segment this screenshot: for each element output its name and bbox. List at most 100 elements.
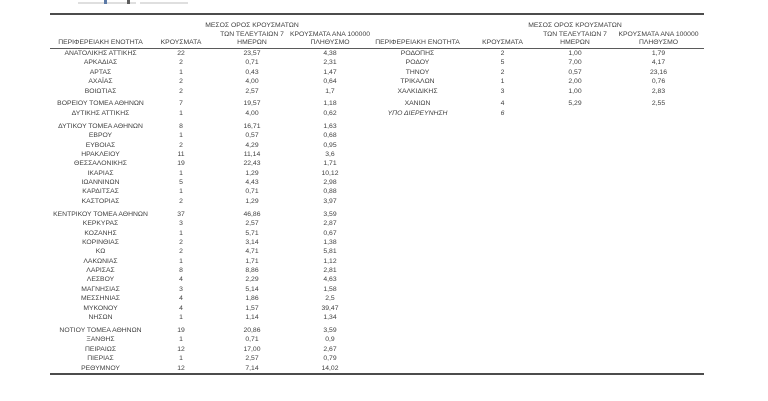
per100k-value: 2,31 xyxy=(323,59,337,67)
region-name: ΒΟΙΩΤΙΑΣ xyxy=(84,87,117,95)
table-row: ΛΑΚΩΝΙΑΣ 1 1,71 1,12 xyxy=(50,257,367,266)
header-per100k-line1: ΚΡΟΥΣΜΑΤΑ ΑΝΑ 100000 xyxy=(618,30,699,38)
table-right-half: ΡΟΔΟΠΗΣ 2 1,00 1,79 ΡΟΔΟΥ 5 7,00 4,17 ΤΗ… xyxy=(367,49,704,373)
region-name: ΙΚΑΡΙΑΣ xyxy=(87,169,114,177)
avg7-value: 0,71 xyxy=(245,336,259,344)
per100k-value: 39,47 xyxy=(321,304,339,312)
avg7-value: 2,57 xyxy=(245,87,259,95)
cases-value: 1 xyxy=(179,188,183,196)
avg7-value: 0,71 xyxy=(245,59,259,67)
cases-value: 2 xyxy=(179,141,183,149)
header-region: ΠΕΡΙΦΕΡΕΙΑΚΗ ΕΝΟΤΗΤΑ xyxy=(50,15,151,48)
table-row: ΒΟΡΕΙΟΥ ΤΟΜΕΑ ΑΘΗΝΩΝ 7 19,57 1,18 xyxy=(50,99,367,108)
header-avg7-line2: ΤΩΝ ΤΕΛΕΥΤΑΙΩΝ 7 xyxy=(220,30,284,38)
cases-value: 5 xyxy=(500,59,505,67)
per100k-value: 4,38 xyxy=(323,50,337,57)
cropped-text-remnant xyxy=(104,0,107,4)
table-row: ΡΟΔΟΠΗΣ 2 1,00 1,79 xyxy=(367,49,704,58)
avg7-value: 4,71 xyxy=(245,248,259,256)
cases-value: 1 xyxy=(179,229,183,237)
avg7-value: 2,29 xyxy=(245,276,259,284)
avg7-value: 2,57 xyxy=(245,220,259,228)
region-name: ΛΑΚΩΝΙΑΣ xyxy=(83,257,118,265)
avg7-value: 7,00 xyxy=(568,59,582,67)
cases-value: 2 xyxy=(179,59,183,67)
cases-value: 5 xyxy=(179,179,183,187)
cases-value: 1 xyxy=(179,132,183,140)
avg7-value: 46,86 xyxy=(243,210,261,218)
per100k-value: 1,34 xyxy=(323,314,337,322)
cases-value: 2 xyxy=(179,78,183,86)
region-name: ΧΑΛΚΙΔΙΚΗΣ xyxy=(397,87,438,95)
cases-value: 4 xyxy=(179,276,183,284)
table-row: ΛΕΣΒΟΥ 4 2,29 4,63 xyxy=(50,275,367,284)
per100k-value: 0,79 xyxy=(323,355,337,363)
table-row: ΑΧΑΪΑΣ 2 4,00 0,64 xyxy=(50,77,367,86)
avg7-value: 23,57 xyxy=(243,50,261,57)
table-row: ΕΥΒΟΙΑΣ 2 4,29 0,95 xyxy=(50,141,367,150)
region-name: ΜΕΣΣΗΝΙΑΣ xyxy=(80,295,121,303)
header-region-label: ΠΕΡΙΦΕΡΕΙΑΚΗ ΕΝΟΤΗΤΑ xyxy=(375,38,460,46)
table-row: ΝΟΤΙΟΥ ΤΟΜΕΑ ΑΘΗΝΩΝ 19 20,86 3,59 xyxy=(50,326,367,335)
table-row: ΔΥΤΙΚΗΣ ΑΤΤΙΚΗΣ 1 4,00 0,62 xyxy=(50,109,367,118)
cropped-text-remnant xyxy=(78,2,136,4)
table-row: ΝΗΣΩΝ 1 1,14 1,34 xyxy=(50,313,367,322)
table-row: ΠΙΕΡΙΑΣ 1 2,57 0,79 xyxy=(50,354,367,363)
table-row: ΘΕΣΣΑΛΟΝΙΚΗΣ 19 22,43 1,71 xyxy=(50,159,367,168)
table-header-row: ΠΕΡΙΦΕΡΕΙΑΚΗ ΕΝΟΤΗΤΑ ΚΡΟΥΣΜΑΤΑ ΜΕΣΟΣ ΟΡΟ… xyxy=(50,15,704,49)
cases-value: 1 xyxy=(500,78,505,86)
header-avg7-line3: ΗΜΕΡΩΝ xyxy=(237,38,267,46)
cases-value: 7 xyxy=(179,100,183,108)
per100k-value: 4,63 xyxy=(323,276,337,284)
cases-value: 1 xyxy=(179,169,183,177)
header-avg7-line1: ΜΕΣΟΣ ΟΡΟΣ ΚΡΟΥΣΜΑΤΩΝ xyxy=(528,22,622,30)
table-row: ΚΩ 2 4,71 5,81 xyxy=(50,247,367,256)
avg7-value: 0,57 xyxy=(568,68,582,76)
per100k-value: 2,67 xyxy=(323,345,337,353)
cases-value: 12 xyxy=(177,345,185,353)
avg7-value: 1,00 xyxy=(568,87,582,95)
region-name: ΡΟΔΟΠΗΣ xyxy=(400,50,435,57)
avg7-value: 0,43 xyxy=(245,68,259,76)
table-row: ΡΟΔΟΥ 5 7,00 4,17 xyxy=(367,58,704,67)
avg7-value: 2,00 xyxy=(568,78,582,86)
header-per100k: ΚΡΟΥΣΜΑΤΑ ΑΝΑ 100000 ΠΛΗΘΥΣΜΟ xyxy=(613,15,704,48)
region-name: ΑΝΑΤΟΛΙΚΗΣ ΑΤΤΙΚΗΣ xyxy=(64,50,137,57)
table-left-half: ΑΝΑΤΟΛΙΚΗΣ ΑΤΤΙΚΗΣ 22 23,57 4,38 ΑΡΚΑΔΙΑ… xyxy=(50,49,367,373)
region-name: ΧΑΝΙΩΝ xyxy=(404,100,431,108)
table-row: ΑΡΚΑΔΙΑΣ 2 0,71 2,31 xyxy=(50,58,367,67)
header-cases: ΚΡΟΥΣΜΑΤΑ xyxy=(468,15,537,48)
avg7-value: 5,71 xyxy=(245,229,259,237)
region-name: ΡΕΘΥΜΝΟΥ xyxy=(81,364,120,372)
avg7-value: 8,86 xyxy=(245,267,259,275)
header-avg7: ΜΕΣΟΣ ΟΡΟΣ ΚΡΟΥΣΜΑΤΩΝ ΤΩΝ ΤΕΛΕΥΤΑΙΩΝ 7 Η… xyxy=(205,15,299,48)
avg7-value: 16,71 xyxy=(243,122,261,130)
per100k-value: 0,64 xyxy=(323,78,337,86)
cases-value: 4 xyxy=(500,100,505,108)
header-per100k: ΚΡΟΥΣΜΑΤΑ ΑΝΑ 100000 ΠΛΗΘΥΣΜΟ xyxy=(290,15,370,48)
region-name: ΔΥΤΙΚΗΣ ΑΤΤΙΚΗΣ xyxy=(71,109,130,117)
table-row: ΠΕΙΡΑΙΩΣ 12 17,00 2,67 xyxy=(50,345,367,354)
table-row: ΚΕΡΚΥΡΑΣ 3 2,57 2,87 xyxy=(50,219,367,228)
header-avg7-line1: ΜΕΣΟΣ ΟΡΟΣ ΚΡΟΥΣΜΑΤΩΝ xyxy=(205,22,299,30)
per100k-value: 1,18 xyxy=(323,100,337,108)
avg7-value: 7,14 xyxy=(245,364,259,372)
avg7-value: 1,29 xyxy=(245,169,259,177)
header-avg7-line3: ΗΜΕΡΩΝ xyxy=(560,38,590,46)
cases-value: 12 xyxy=(177,364,185,372)
per100k-value: 1,7 xyxy=(325,87,335,95)
region-name: ΝΗΣΩΝ xyxy=(88,314,113,322)
region-name: ΜΥΚΟΝΟΥ xyxy=(83,304,118,312)
region-name: ΞΑΝΘΗΣ xyxy=(86,336,115,344)
region-name: ΤΗΝΟΥ xyxy=(405,68,430,76)
header-per100k-line2: ΠΛΗΘΥΣΜΟ xyxy=(638,38,679,46)
per100k-value: 5,81 xyxy=(323,248,337,256)
avg7-value: 2,57 xyxy=(245,355,259,363)
header-cases-label: ΚΡΟΥΣΜΑΤΑ xyxy=(160,38,202,46)
per100k-value: 0,62 xyxy=(323,109,337,117)
cases-value: 2 xyxy=(179,87,183,95)
region-name: ΙΩΑΝΝΙΝΩΝ xyxy=(81,179,120,187)
cases-value: 2 xyxy=(179,197,183,205)
per100k-value: 2,87 xyxy=(323,220,337,228)
cases-value: 1 xyxy=(179,109,183,117)
